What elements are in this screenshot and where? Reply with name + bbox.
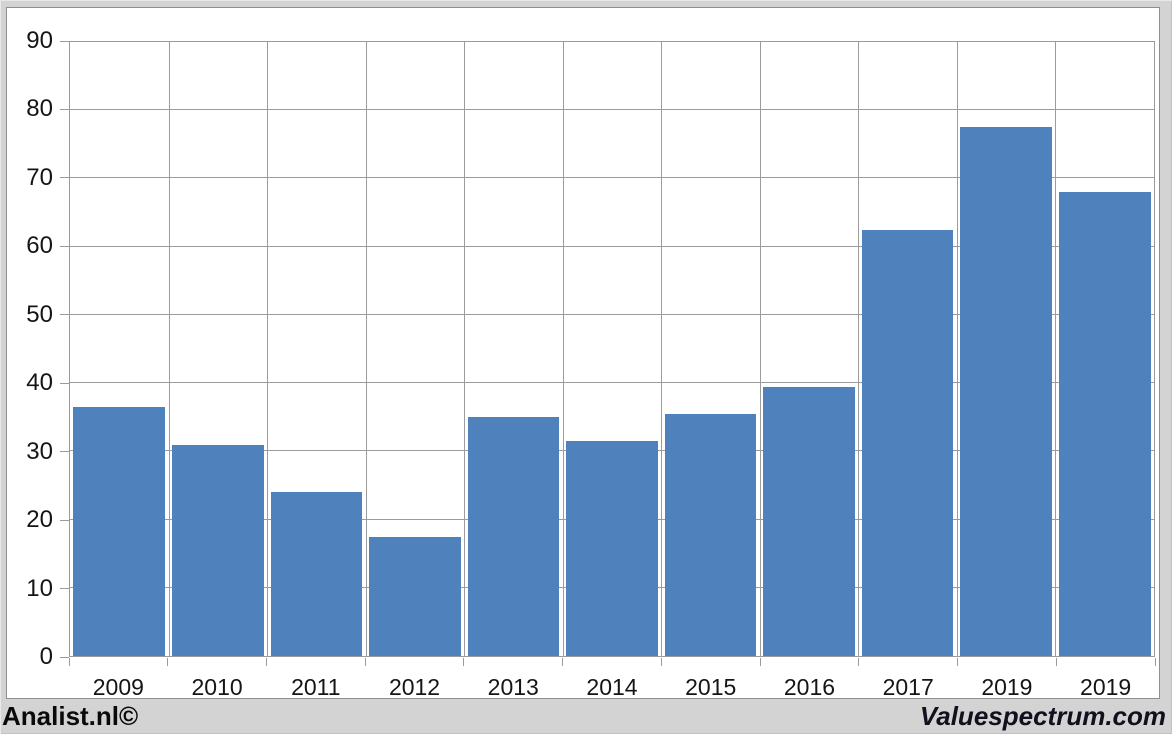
h-gridline <box>70 109 1154 111</box>
bar <box>369 536 461 656</box>
x-axis-label: 2015 <box>685 674 737 700</box>
x-axis-tick <box>364 658 366 666</box>
y-axis-tick <box>60 451 69 453</box>
x-axis-label: 2019 <box>981 674 1033 700</box>
x-axis-tick <box>759 658 761 666</box>
x-axis-tick <box>463 658 465 666</box>
h-gridline <box>70 382 1154 384</box>
x-axis-tick <box>957 658 959 666</box>
x-axis-tick <box>660 658 662 666</box>
v-gridline <box>858 42 860 656</box>
x-axis-label: 2014 <box>586 674 638 700</box>
v-gridline <box>365 42 367 656</box>
y-axis-label: 70 <box>26 163 53 191</box>
bar <box>1058 192 1151 656</box>
h-gridline <box>70 313 1154 315</box>
bar <box>960 127 1052 656</box>
x-axis-label: 2019 <box>1080 674 1132 700</box>
v-gridline <box>661 42 663 656</box>
footer-bar: Analist.nl© Valuespectrum.com <box>0 700 1172 734</box>
x-axis-label: 2011 <box>291 674 341 700</box>
source-valuespectrum: Valuespectrum.com <box>919 700 1166 731</box>
x-axis-tick <box>265 658 267 666</box>
x-axis-label: 2010 <box>191 674 243 700</box>
bar <box>763 386 855 656</box>
y-axis-tick <box>60 245 69 247</box>
x-axis-tick <box>68 658 70 666</box>
y-axis-label: 50 <box>26 300 53 328</box>
plot-area <box>69 41 1155 657</box>
v-gridline <box>464 42 466 656</box>
chart-area: 0 10 20 30 40 50 60 70 80 90 2009 2010 2011 2012 2013 2… <box>6 7 1160 700</box>
v-gridline <box>267 42 269 656</box>
x-axis-label: 2012 <box>388 674 441 700</box>
v-gridline <box>168 42 170 656</box>
bar <box>270 492 363 656</box>
y-axis-label: 90 <box>26 27 53 54</box>
y-axis-tick <box>60 519 69 521</box>
y-axis-label: 30 <box>26 437 53 465</box>
x-axis-tick <box>858 658 860 666</box>
x-axis-label: 2017 <box>882 674 934 700</box>
h-gridline <box>70 245 1154 247</box>
x-axis-label: 2016 <box>783 674 836 700</box>
y-axis-tick <box>60 177 69 179</box>
x-axis-tick <box>1154 658 1156 666</box>
y-axis-tick <box>60 40 69 42</box>
bar <box>861 229 954 656</box>
bar <box>467 417 560 656</box>
bar <box>171 444 264 656</box>
v-gridline <box>1055 42 1057 656</box>
y-axis-label: 40 <box>26 369 53 397</box>
source-analist: Analist.nl© <box>2 700 139 731</box>
v-gridline <box>956 42 958 656</box>
y-axis-label: 0 <box>39 643 53 670</box>
x-axis-label: 2009 <box>92 674 144 700</box>
bar <box>73 407 166 656</box>
bar <box>566 441 658 656</box>
y-axis-label: 60 <box>26 232 53 260</box>
v-gridline <box>562 42 564 656</box>
y-axis-tick <box>60 656 69 658</box>
y-axis-tick <box>60 382 69 384</box>
x-axis-tick <box>167 658 169 666</box>
y-axis-tick <box>60 588 69 590</box>
y-axis-label: 10 <box>26 574 53 602</box>
y-axis-label: 20 <box>26 506 53 534</box>
y-axis-tick <box>60 314 69 316</box>
y-axis-tick <box>60 108 69 110</box>
v-gridline <box>759 42 761 656</box>
y-axis-label: 80 <box>26 95 53 123</box>
h-gridline <box>70 177 1154 179</box>
x-axis-tick <box>1055 658 1057 666</box>
x-axis-tick <box>562 658 564 666</box>
bar <box>664 413 757 656</box>
x-axis-label: 2013 <box>487 674 539 700</box>
